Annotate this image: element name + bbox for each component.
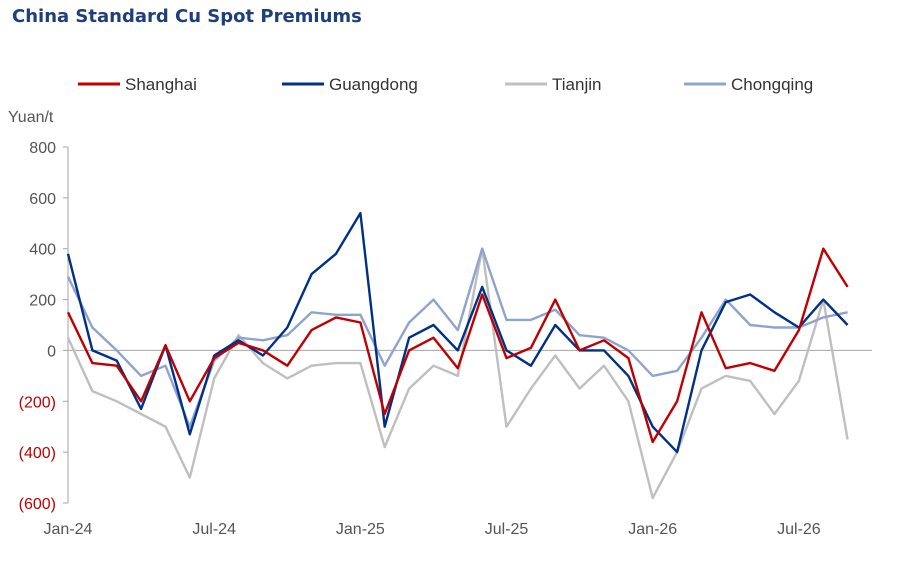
y-tick-label: (600) xyxy=(19,496,56,513)
legend-label-chongqing: Chongqing xyxy=(731,75,813,94)
series-line-tianjin xyxy=(66,247,849,500)
legend-label-tianjin: Tianjin xyxy=(552,75,601,94)
x-tick-label: Jul-25 xyxy=(485,521,529,538)
y-tick-label: 800 xyxy=(29,140,56,157)
x-tick-label: Jan-25 xyxy=(336,521,385,538)
y-axis-unit-label: Yuan/t xyxy=(8,109,54,126)
chart-legend: Shanghai Guangdong Tianjin Chongqing xyxy=(78,75,813,94)
legend-label-shanghai: Shanghai xyxy=(125,75,197,94)
legend-label-guangdong: Guangdong xyxy=(329,75,418,94)
x-tick-label: Jan-26 xyxy=(628,521,677,538)
x-tick-label: Jan-24 xyxy=(44,521,93,538)
x-tick-label: Jul-26 xyxy=(777,521,821,538)
y-tick-label: 200 xyxy=(29,293,56,310)
y-tick-label: (200) xyxy=(19,394,56,411)
y-tick-label: (400) xyxy=(19,445,56,462)
series-line-guangdong xyxy=(66,211,849,454)
y-tick-label: 600 xyxy=(29,191,56,208)
series-line-shanghai xyxy=(66,247,849,444)
chart-title: China Standard Cu Spot Premiums xyxy=(12,6,362,27)
x-tick-label: Jul-24 xyxy=(192,521,236,538)
y-tick-label: 0 xyxy=(47,343,56,360)
series-line-chongqing xyxy=(66,247,848,428)
y-tick-label: 400 xyxy=(29,242,56,259)
